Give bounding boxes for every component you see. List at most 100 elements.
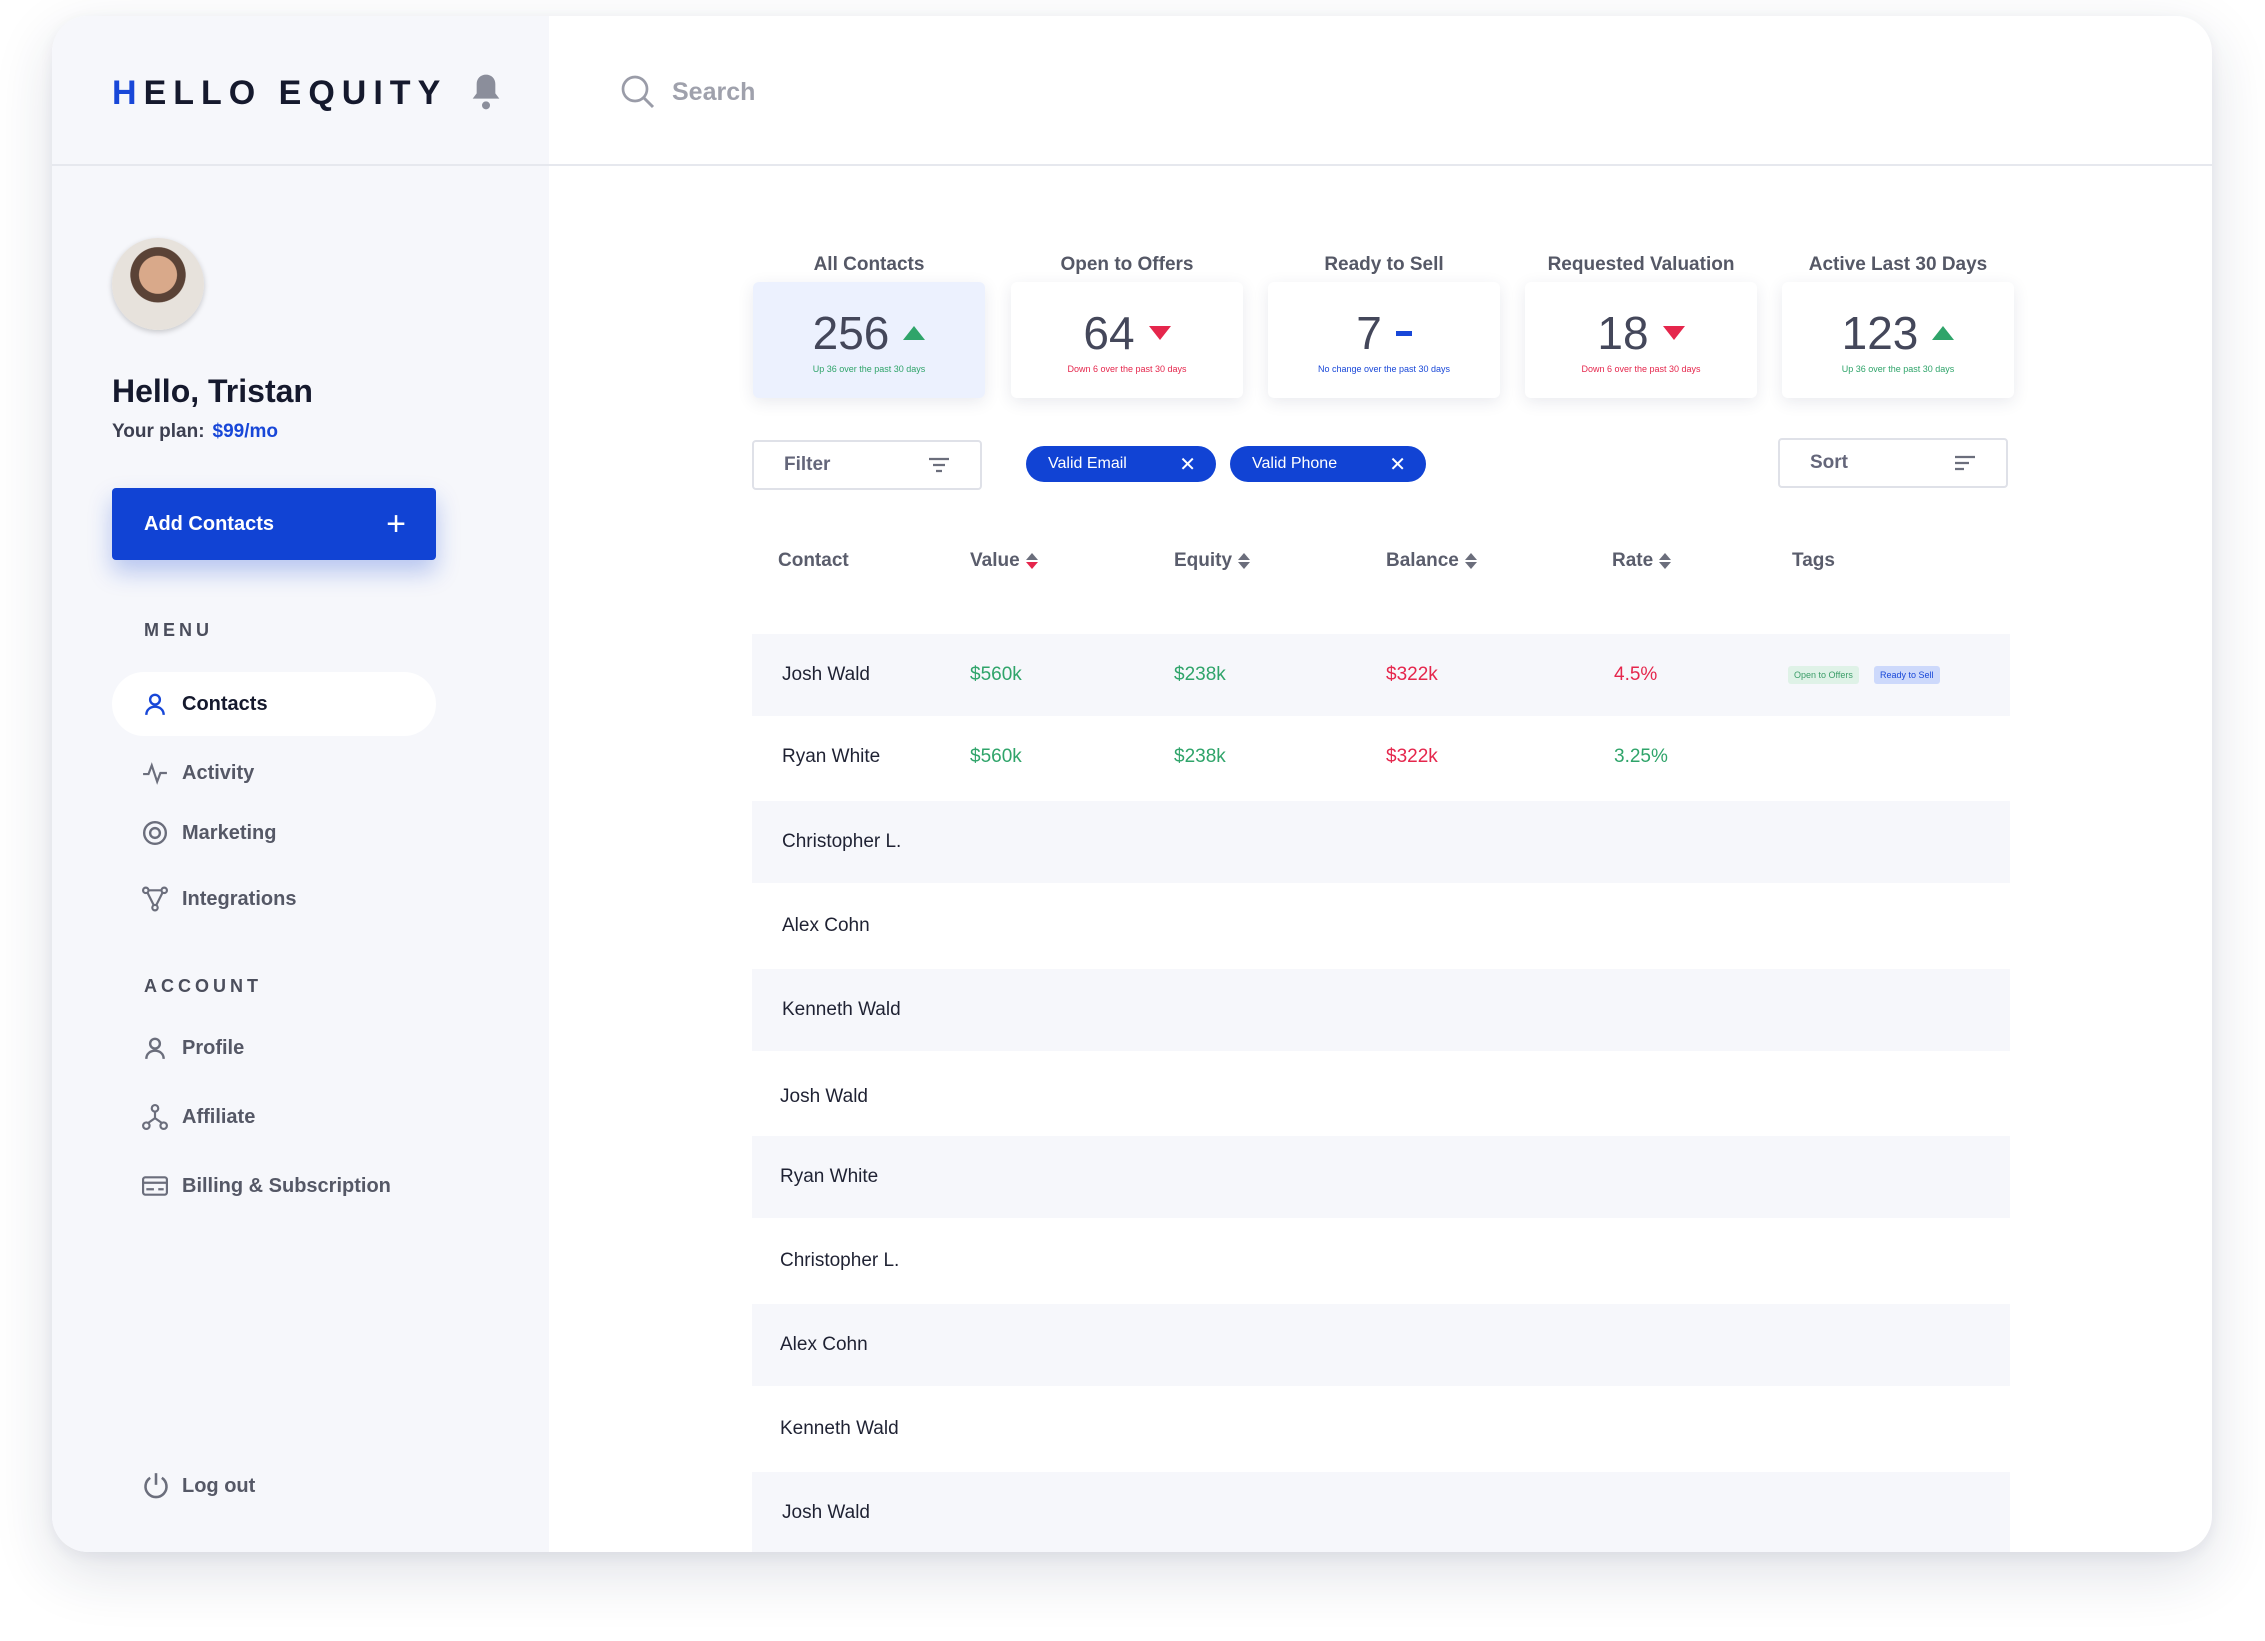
sidebar-item-label: Contacts <box>182 692 268 715</box>
header-label: Value <box>970 550 1020 571</box>
contact-name[interactable]: Christopher L. <box>782 831 902 852</box>
column-header-balance[interactable]: Balance <box>1386 550 1477 572</box>
table-row[interactable]: Alex Cohn <box>752 885 2010 967</box>
contact-name[interactable]: Josh Wald <box>780 1086 868 1107</box>
sidebar-item-profile[interactable]: Profile <box>112 1016 436 1080</box>
stat-card-requested-valuation[interactable]: 18 Down 6 over the past 30 days <box>1525 282 1757 398</box>
target-icon <box>142 820 168 846</box>
stat-subtext: Down 6 over the past 30 days <box>1067 364 1187 374</box>
avatar[interactable] <box>112 238 204 330</box>
chip-valid-email[interactable]: Valid Email ✕ <box>1026 446 1216 482</box>
trend-flat-icon <box>1395 330 1412 336</box>
stat-subtext: Up 36 over the past 30 days <box>812 364 926 374</box>
table-row[interactable]: Josh Wald $560k $238k $322k 4.5% Open to… <box>752 634 2010 716</box>
cell-rate: 4.5% <box>1614 664 1658 685</box>
column-header-rate[interactable]: Rate <box>1612 550 1672 572</box>
search-icon[interactable] <box>620 74 656 110</box>
contact-name[interactable]: Alex Cohn <box>780 1334 868 1355</box>
table-row[interactable]: Ryan White $560k $238k $322k 3.25% <box>752 716 2010 798</box>
stat-card-ready-to-sell[interactable]: 7 No change over the past 30 days <box>1268 282 1500 398</box>
table-row[interactable]: Kenneth Wald <box>752 969 2010 1051</box>
person-icon <box>145 693 165 715</box>
logout-button[interactable]: Log out <box>142 1472 255 1500</box>
table-row[interactable]: Alex Cohn <box>752 1304 2010 1386</box>
sidebar-item-contacts[interactable]: Contacts <box>112 672 436 736</box>
chip-label: Valid Phone <box>1252 455 1338 472</box>
cell-value: $560k <box>970 746 1022 767</box>
sort-button[interactable]: Sort <box>1778 438 2008 488</box>
search-input[interactable] <box>672 68 1272 116</box>
close-icon[interactable]: ✕ <box>1179 453 1196 476</box>
cell-balance: $322k <box>1386 746 1438 767</box>
sidebar-item-integrations[interactable]: Integrations <box>112 867 436 931</box>
column-header-tags: Tags <box>1792 550 1835 572</box>
column-header-contact[interactable]: Contact <box>778 550 849 572</box>
sidebar-item-activity[interactable]: Activity <box>112 741 436 805</box>
contact-name[interactable]: Josh Wald <box>782 664 870 685</box>
contact-name[interactable]: Ryan White <box>780 1166 879 1187</box>
stat-value: 256 <box>812 307 890 359</box>
column-header-value[interactable]: Value <box>970 550 1038 572</box>
stat-card-open-to-offers[interactable]: 64 Down 6 over the past 30 days <box>1011 282 1243 398</box>
bell-icon[interactable] <box>470 72 502 112</box>
table-row[interactable]: Kenneth Wald <box>752 1388 2010 1470</box>
table-row[interactable]: Christopher L. <box>752 1220 2010 1302</box>
trend-up-icon <box>903 326 926 340</box>
contact-name[interactable]: Kenneth Wald <box>782 999 901 1020</box>
sidebar-item-label: Marketing <box>182 821 277 844</box>
table-row[interactable]: Ryan White <box>752 1136 2010 1218</box>
trend-up-icon <box>1932 326 1955 340</box>
person-icon <box>145 1037 165 1059</box>
cell-equity: $238k <box>1174 664 1226 685</box>
tag-badge[interactable]: Ready to Sell <box>1874 666 1940 684</box>
tag-badge[interactable]: Open to Offers <box>1788 666 1859 684</box>
stat-card-all-contacts[interactable]: 256 Up 36 over the past 30 days <box>753 282 985 398</box>
sidebar-item-affiliate[interactable]: Affiliate <box>112 1085 436 1149</box>
header-label: Tags <box>1792 550 1835 571</box>
contact-name[interactable]: Alex Cohn <box>782 915 870 936</box>
stat-label-open-to-offers: Open to Offers <box>1060 254 1194 275</box>
stat-subtext: Up 36 over the past 30 days <box>1841 364 1955 374</box>
header-label: Balance <box>1386 550 1459 571</box>
logo[interactable]: HELLO EQUITY <box>112 74 447 113</box>
stat-card-active-last-30[interactable]: 123 Up 36 over the past 30 days <box>1782 282 2014 398</box>
sort-arrows-icon <box>1464 553 1477 569</box>
header-label: Rate <box>1612 550 1654 571</box>
logout-label: Log out <box>182 1474 256 1497</box>
trend-down-icon <box>1148 326 1171 340</box>
chip-label: Valid Email <box>1048 455 1127 472</box>
sidebar-item-label: Integrations <box>182 887 297 910</box>
add-contacts-button[interactable]: Add Contacts + <box>112 488 436 560</box>
table-row[interactable]: Josh Wald <box>752 1472 2010 1552</box>
logo-mark: H <box>112 74 144 112</box>
menu-section-label: MENU <box>144 620 213 640</box>
plus-icon: + <box>386 505 406 543</box>
contact-name[interactable]: Christopher L. <box>780 1250 900 1271</box>
table-row[interactable]: Josh Wald <box>752 1056 2010 1138</box>
contact-name[interactable]: Josh Wald <box>782 1502 870 1523</box>
sort-icon <box>1955 455 1975 471</box>
stat-label-requested-valuation: Requested Valuation <box>1547 254 1735 275</box>
contact-name[interactable]: Kenneth Wald <box>780 1418 899 1439</box>
stat-label-all-contacts: All Contacts <box>813 254 925 275</box>
affiliate-icon <box>142 1104 168 1130</box>
stat-value: 7 <box>1356 307 1382 359</box>
header-label: Contact <box>778 550 849 571</box>
filter-button[interactable]: Filter <box>752 440 982 490</box>
sidebar-item-billing[interactable]: Billing & Subscription <box>112 1154 436 1218</box>
account-section-label: ACCOUNT <box>144 976 262 996</box>
plan-price[interactable]: $99/mo <box>212 421 279 442</box>
sidebar-item-label: Activity <box>182 761 255 784</box>
trend-down-icon <box>1662 326 1685 340</box>
column-header-equity[interactable]: Equity <box>1174 550 1251 572</box>
table-row[interactable]: Christopher L. <box>752 801 2010 883</box>
add-contacts-label: Add Contacts <box>144 512 274 535</box>
app-window: HELLO EQUITY Hello, Tristan Your plan: $9… <box>52 16 2212 1552</box>
close-icon[interactable]: ✕ <box>1389 453 1406 476</box>
filter-label: Filter <box>784 454 831 475</box>
sort-label: Sort <box>1810 452 1848 473</box>
sort-arrows-icon <box>1238 553 1251 569</box>
chip-valid-phone[interactable]: Valid Phone ✕ <box>1230 446 1426 482</box>
contact-name[interactable]: Ryan White <box>782 746 881 767</box>
sidebar-item-marketing[interactable]: Marketing <box>112 801 436 865</box>
